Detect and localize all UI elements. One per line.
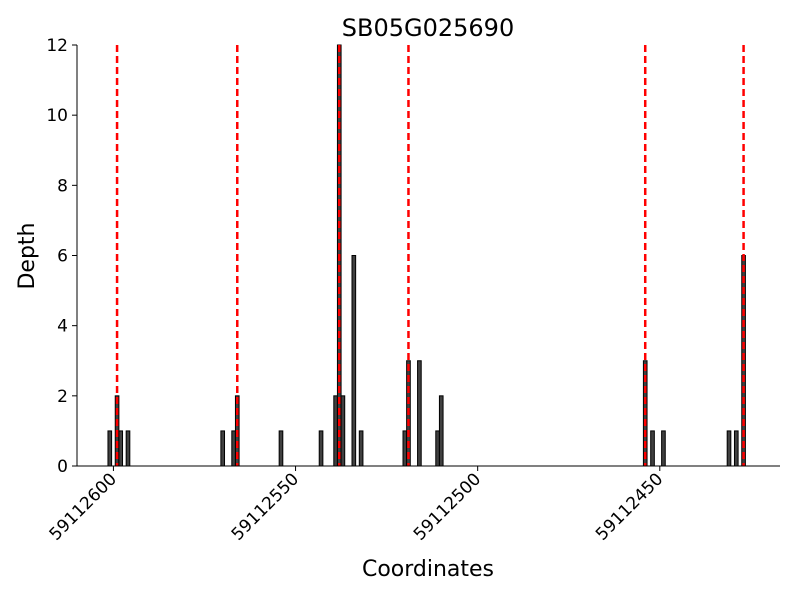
bar (726, 430, 732, 467)
y-tick-label: 8 (57, 176, 68, 196)
bar (650, 430, 655, 467)
bar (231, 430, 236, 467)
x-tick-label: 59112550 (228, 469, 303, 544)
bar (438, 395, 444, 467)
bar (333, 395, 338, 467)
bar (435, 430, 440, 467)
bar (402, 430, 408, 467)
y-tick-label: 2 (57, 387, 68, 407)
x-axis-label: Coordinates (362, 557, 494, 582)
x-tick-label: 59112450 (592, 469, 667, 544)
chart-title: SB05G025690 (342, 14, 514, 42)
bar (107, 430, 113, 467)
bar (661, 430, 666, 467)
y-tick-label: 6 (57, 247, 68, 267)
bar (340, 395, 346, 467)
bar (220, 430, 226, 467)
bar (417, 360, 422, 467)
bar (733, 430, 739, 467)
bar (351, 255, 357, 467)
y-tick-label: 4 (57, 317, 68, 337)
x-tick-label: 59112600 (46, 469, 121, 544)
bar (118, 430, 124, 467)
y-tick-label: 10 (46, 106, 68, 126)
bar (125, 430, 131, 467)
bar (358, 430, 364, 467)
y-axis-label: Depth (15, 222, 40, 289)
y-tick-label: 12 (46, 36, 68, 56)
bar (318, 430, 324, 467)
bar (278, 430, 284, 467)
y-tick-label: 0 (57, 457, 68, 477)
x-tick-label: 59112500 (410, 469, 485, 544)
